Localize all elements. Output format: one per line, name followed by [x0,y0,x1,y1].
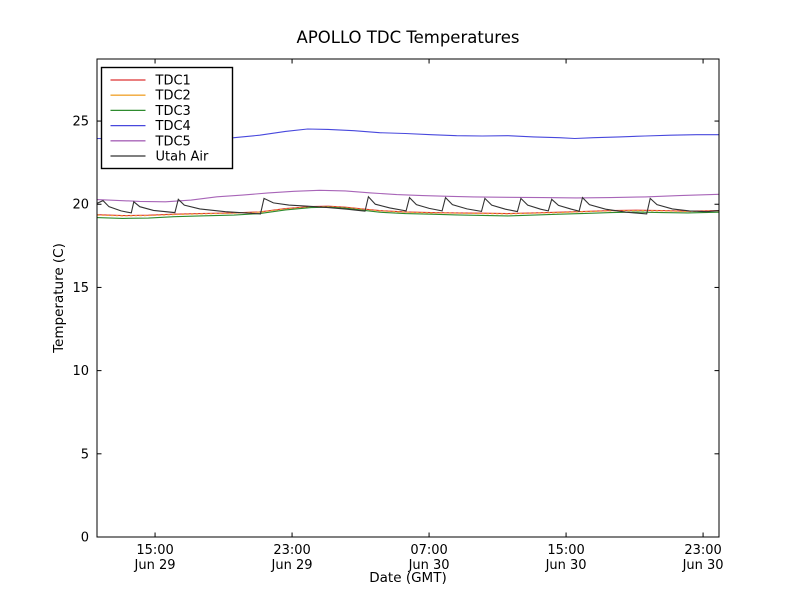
y-tick-label: 10 [72,364,89,379]
series-line-tdc5 [96,189,720,203]
series-line-tdc4 [96,128,719,141]
y-tick-label: 25 [72,115,89,130]
series-line-tdc2 [96,206,720,217]
x-tick-label-date: Jun 30 [408,558,450,573]
y-tick-label: 0 [81,531,89,546]
x-tick-label-time: 15:00 [547,543,584,558]
y-tick-label: 5 [81,447,89,462]
x-tick-label-time: 07:00 [410,543,447,558]
x-tick-label-date: Jun 30 [682,558,724,573]
x-tick-label-date: Jun 29 [134,558,176,573]
x-tick-label-time: 23:00 [273,543,310,558]
legend-label-tdc2: TDC2 [155,89,191,104]
axes-frame [96,58,720,538]
legend-box [100,66,234,170]
x-tick-label-time: 15:00 [136,543,173,558]
legend-label-tdc5: TDC5 [155,134,191,149]
x-tick-label-date: Jun 29 [271,558,313,573]
series-layer [96,128,720,219]
x-axis-label: Date (GMT) [369,570,446,586]
y-tick-label: 15 [72,281,89,296]
legend-label-tdc4: TDC4 [155,119,191,134]
x-tick-label-time: 23:00 [684,543,721,558]
legend-label-tdc3: TDC3 [155,104,191,119]
x-tick-label-date: Jun 30 [545,558,587,573]
series-line-tdc3 [96,206,720,219]
legend-label-tdc1: TDC1 [155,74,191,89]
y-tick-label: 20 [72,198,89,213]
y-axis-label: Temperature (C) [51,243,67,354]
legend-label-utah-air: Utah Air [156,150,209,165]
chart-title: APOLLO TDC Temperatures [297,28,520,47]
series-line-utah-air [96,195,720,215]
